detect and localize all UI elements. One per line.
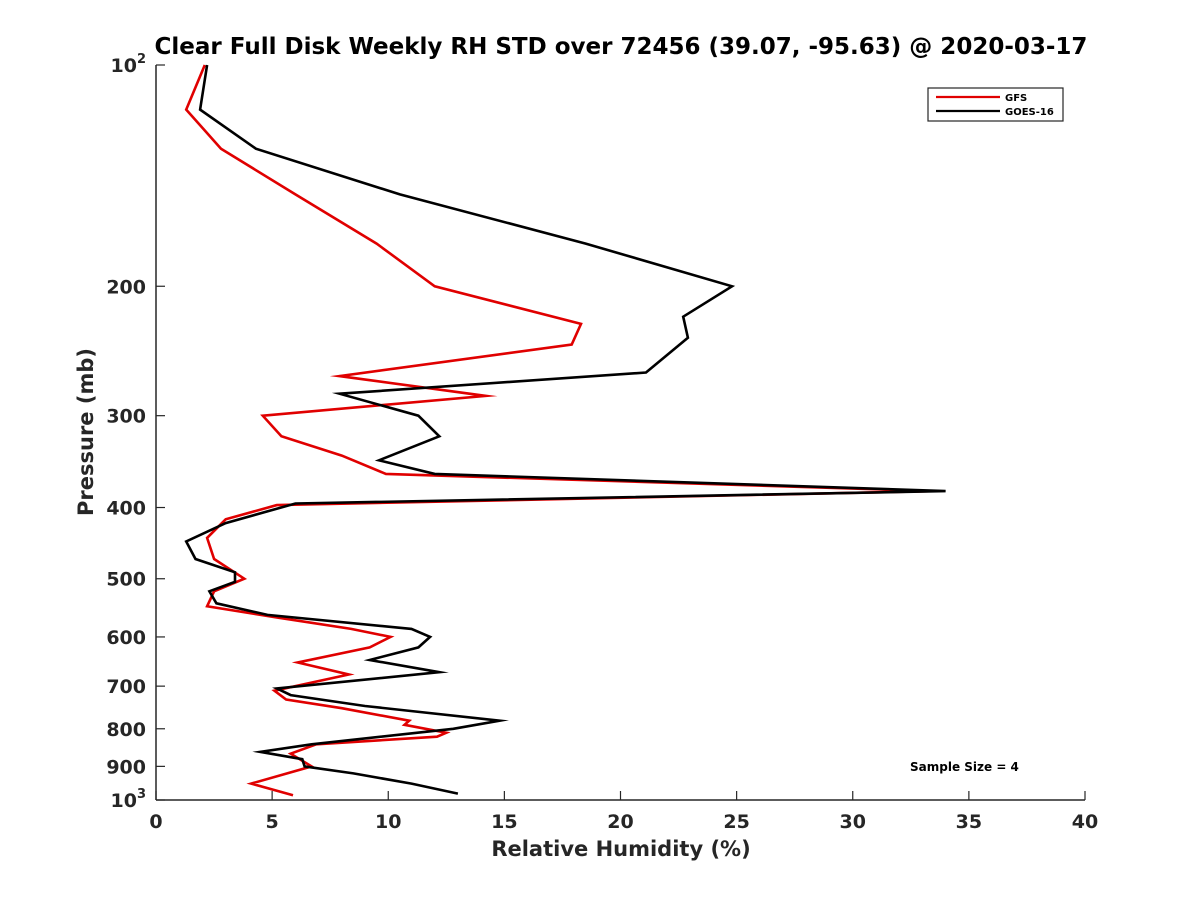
y-tick-exponent: 3: [137, 787, 146, 802]
y-tick-exponent: 2: [137, 52, 146, 67]
legend-label-goes16: GOES-16: [1005, 107, 1054, 118]
series-line-goes16: [184, 64, 946, 795]
sample-size-annotation: Sample Size = 4: [910, 760, 1019, 774]
x-tick-label: 5: [266, 811, 279, 833]
x-ticks: 0 5 10 15 20 25 30 35 40: [149, 791, 1098, 833]
y-tick-label: 200: [106, 276, 146, 298]
legend: GFS GOES-16: [927, 87, 1064, 122]
y-tick-label: 500: [106, 569, 146, 591]
y-tick-base: 10: [111, 55, 137, 77]
x-tick-label: 10: [375, 811, 401, 833]
y-tick-label: 400: [106, 498, 146, 520]
x-tick-label: 30: [840, 811, 866, 833]
x-axis-label: Relative Humidity (%): [491, 837, 750, 861]
x-tick-label: 25: [723, 811, 749, 833]
y-tick-label: 300: [106, 406, 146, 428]
series-layer: [184, 64, 946, 797]
chart-title: Clear Full Disk Weekly RH STD over 72456…: [155, 34, 1088, 60]
y-tick-label: 700: [106, 676, 146, 698]
y-tick-label: 900: [106, 756, 146, 778]
y-tick-label: 600: [106, 627, 146, 649]
x-tick-label: 0: [149, 811, 162, 833]
y-tick-label: 800: [106, 719, 146, 741]
x-tick-label: 40: [1072, 811, 1098, 833]
y-tick-label: 102: [111, 52, 147, 77]
legend-box: [927, 87, 1064, 122]
y-axis-label: Pressure (mb): [74, 348, 98, 516]
y-tick-base: 10: [111, 790, 137, 812]
x-tick-label: 15: [491, 811, 517, 833]
plot-frame: [156, 65, 1085, 800]
legend-label-gfs: GFS: [1005, 93, 1027, 104]
y-tick-label: 103: [111, 787, 147, 812]
x-tick-label: 35: [956, 811, 982, 833]
x-tick-label: 20: [607, 811, 633, 833]
